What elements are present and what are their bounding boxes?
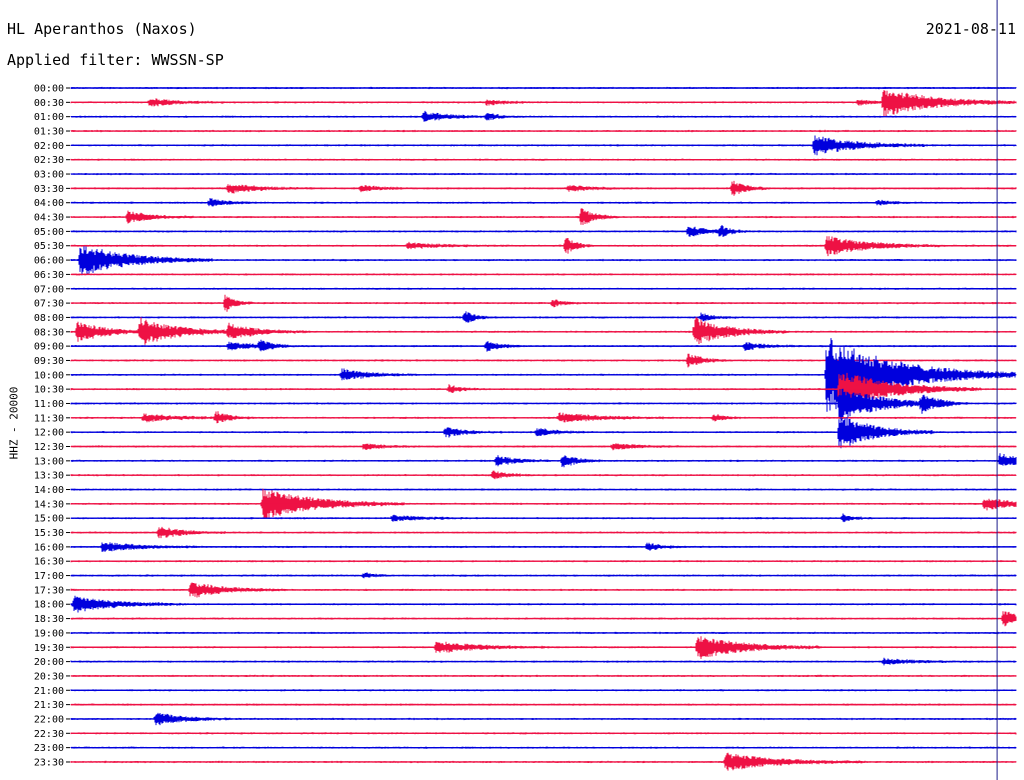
row-time-label: 23:00 <box>34 743 64 754</box>
row-time-label: 03:00 <box>34 170 64 181</box>
row-time-label: 09:30 <box>34 356 64 367</box>
row-time-label: 10:30 <box>34 385 64 396</box>
row-time-label: 02:00 <box>34 141 64 152</box>
row-time-label: 17:30 <box>34 585 64 596</box>
row-time-label: 21:30 <box>34 700 64 711</box>
row-time-label: 12:00 <box>34 428 64 439</box>
row-time-label: 13:00 <box>34 456 64 467</box>
row-time-label: 07:30 <box>34 299 64 310</box>
station-title: HL Aperanthos (Naxos) <box>7 20 197 38</box>
row-time-label: 19:30 <box>34 643 64 654</box>
row-time-label: 04:30 <box>34 213 64 224</box>
row-time-label: 16:30 <box>34 557 64 568</box>
row-time-label: 00:00 <box>34 84 64 95</box>
row-time-label: 00:30 <box>34 98 64 109</box>
row-time-label: 15:00 <box>34 514 64 525</box>
row-time-label: 01:00 <box>34 112 64 123</box>
plot-date: 2021-08-11 <box>925 20 1016 38</box>
tick-label-group: 00:00 00:30 01:00 01:30 02:00 02:30 03:00 03:30… <box>34 84 70 768</box>
row-time-label: 15:30 <box>34 528 64 539</box>
row-time-label: 12:30 <box>34 442 64 453</box>
row-time-label: 11:00 <box>34 399 64 410</box>
row-time-label: 18:30 <box>34 614 64 625</box>
trace-row-0830 <box>70 317 1017 345</box>
row-time-label: 03:30 <box>34 184 64 195</box>
trace-group <box>70 86 1017 771</box>
row-time-label: 07:00 <box>34 284 64 295</box>
row-time-label: 05:00 <box>34 227 64 238</box>
row-time-label: 22:00 <box>34 714 64 725</box>
row-time-label: 04:00 <box>34 198 64 209</box>
row-time-label: 11:30 <box>34 413 64 424</box>
row-time-label: 23:30 <box>34 757 64 768</box>
row-time-label: 22:30 <box>34 729 64 740</box>
row-time-label: 20:30 <box>34 671 64 682</box>
row-time-label: 14:30 <box>34 499 64 510</box>
row-time-label: 01:30 <box>34 127 64 138</box>
row-time-label: 05:30 <box>34 241 64 252</box>
row-time-label: 17:00 <box>34 571 64 582</box>
row-time-label: 06:00 <box>34 256 64 267</box>
row-time-label: 06:30 <box>34 270 64 281</box>
row-time-label: 08:30 <box>34 327 64 338</box>
trace-row-0600 <box>70 246 1017 276</box>
row-time-label: 02:30 <box>34 155 64 166</box>
row-time-label: 16:00 <box>34 542 64 553</box>
filter-label: Applied filter: WWSSN-SP <box>7 51 224 69</box>
row-time-label: 13:30 <box>34 471 64 482</box>
row-time-label: 14:00 <box>34 485 64 496</box>
row-time-label: 08:00 <box>34 313 64 324</box>
trace-row-0030 <box>70 90 1017 117</box>
row-time-label: 18:00 <box>34 600 64 611</box>
row-time-label: 21:00 <box>34 686 64 697</box>
row-time-label: 10:00 <box>34 370 64 381</box>
row-time-label: 20:00 <box>34 657 64 668</box>
row-time-label: 19:00 <box>34 628 64 639</box>
row-time-label: 09:00 <box>34 342 64 353</box>
